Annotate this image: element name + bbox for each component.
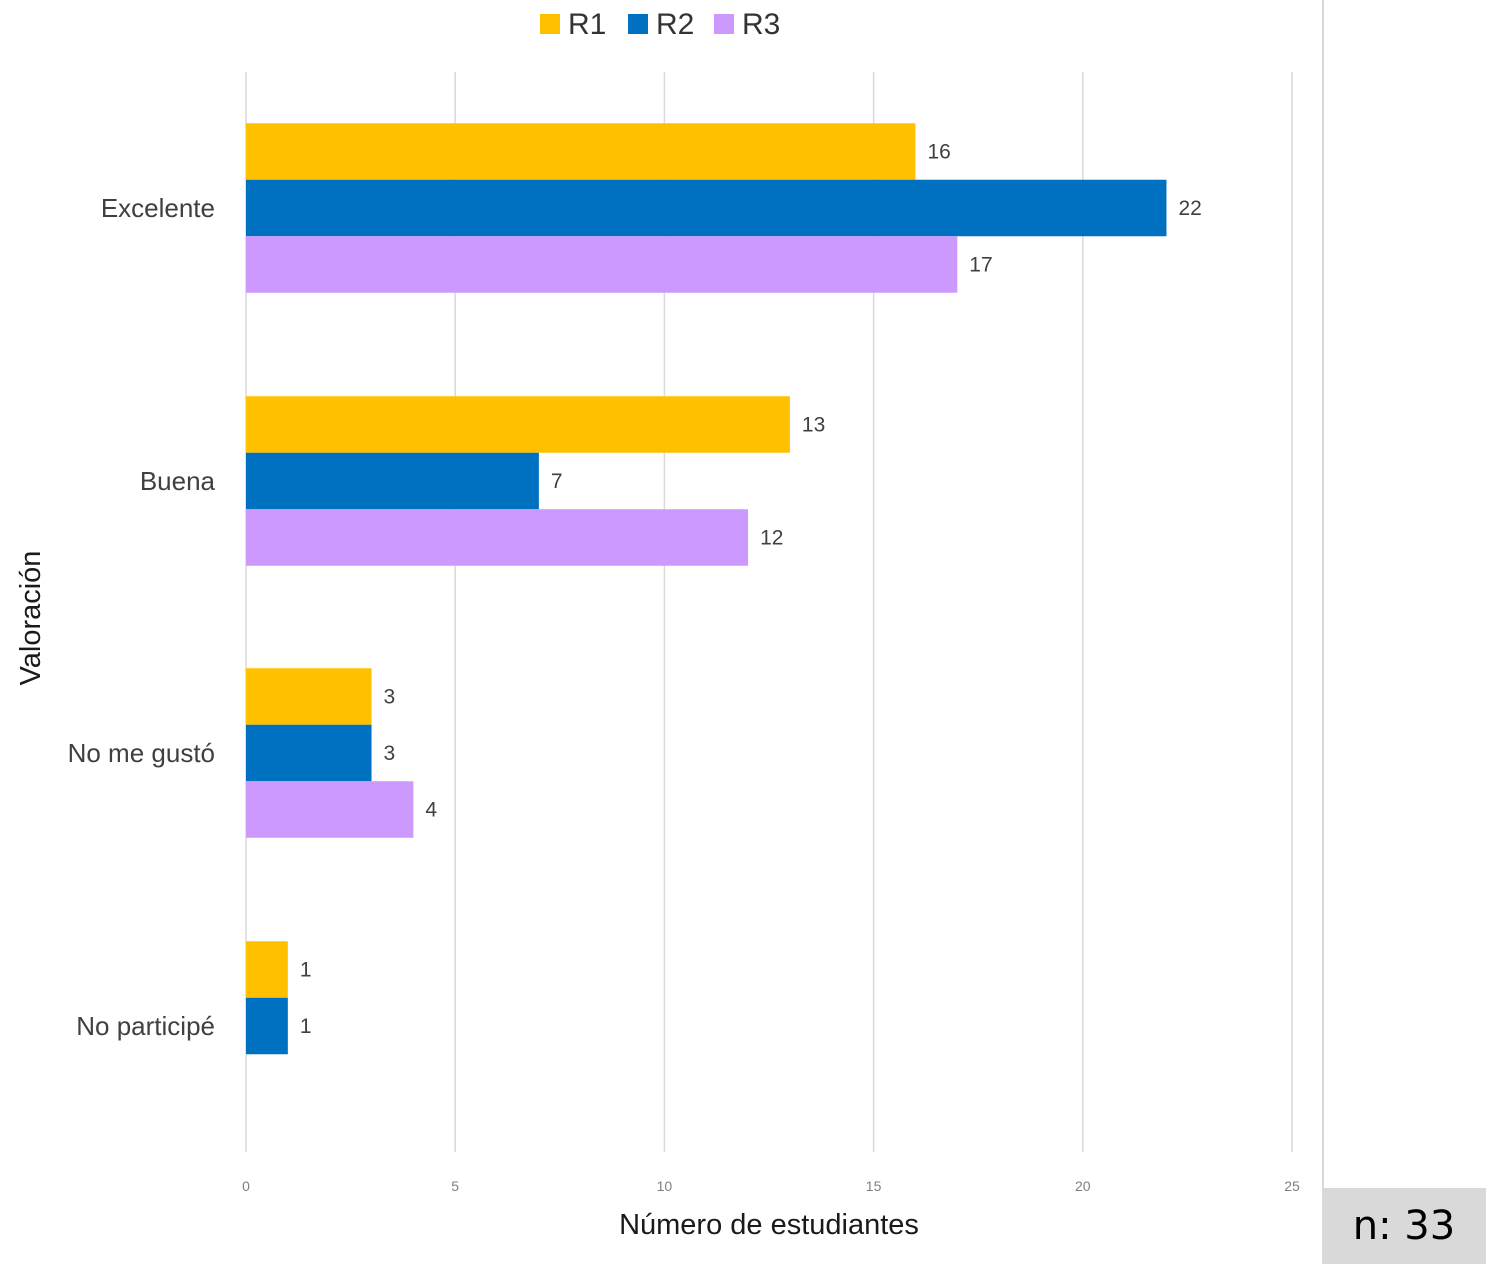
x-tick-label: 25 [1284,1178,1300,1194]
bar-r1 [246,123,916,180]
x-tick-label: 10 [657,1178,673,1194]
data-label: 13 [802,414,825,437]
x-tick-label: 5 [451,1178,459,1194]
data-label: 4 [425,799,437,822]
bar-r2 [246,724,372,782]
sample-size-box: n: 33 [1322,1188,1486,1264]
legend-label-r2: R2 [656,8,694,41]
data-label: 1 [300,959,312,982]
bar-r2 [246,452,539,510]
bar-r3 [246,781,414,838]
bars [246,123,1167,1055]
category-label: Buena [140,466,216,496]
data-label: 12 [760,527,783,550]
bar-chart: 16 22 17 13 7 12 3 3 4 1 1 Excelente Buena No me gus… [15,8,1300,1241]
data-label: 22 [1178,197,1201,220]
bar-r1 [246,941,288,998]
bar-r1 [246,668,372,725]
y-axis-title: Valoración [15,551,47,686]
bar-r2 [246,179,1167,237]
legend-label-r3: R3 [742,8,780,41]
x-axis-title: Número de estudiantes [619,1209,919,1241]
legend-swatch-r2 [628,14,648,34]
bar-r3 [246,509,749,566]
category-label: Excelente [101,193,215,223]
data-label: 17 [969,254,992,277]
legend-swatch-r1 [540,14,560,34]
bar-r2 [246,997,288,1055]
data-labels: 16 22 17 13 7 12 3 3 4 1 1 [300,141,1202,1039]
data-label: 3 [384,742,396,765]
category-labels: Excelente Buena No me gustó No participé [68,193,216,1041]
x-tick-label: 15 [866,1178,882,1194]
category-label: No me gustó [68,738,215,768]
data-label: 1 [300,1015,312,1038]
x-tick-labels: 0 5 10 15 20 25 [242,1178,1300,1194]
bar-r1 [246,396,790,453]
data-label: 3 [384,686,396,709]
legend-label-r1: R1 [568,8,606,41]
legend-swatch-r3 [714,14,734,34]
sample-size-label: n: 33 [1352,1203,1456,1249]
legend: R1 R2 R3 [540,8,780,41]
bar-r3 [246,236,958,293]
category-label: No participé [76,1011,215,1041]
data-label: 16 [927,141,950,164]
data-label: 7 [551,470,563,493]
x-tick-label: 20 [1075,1178,1091,1194]
x-tick-label: 0 [242,1178,250,1194]
panel-divider [1322,0,1324,1264]
